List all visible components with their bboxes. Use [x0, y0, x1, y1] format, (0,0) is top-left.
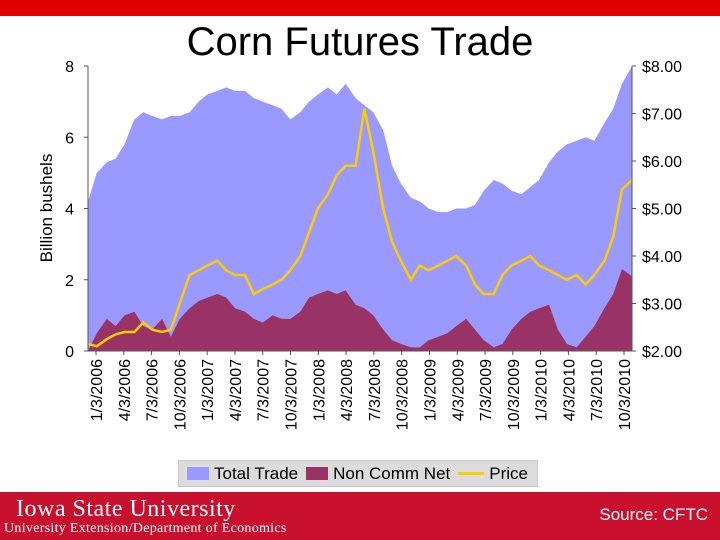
y-tick-label-left: 6: [65, 130, 74, 147]
series-line-price: [87, 108, 633, 348]
chart: 0 2 4 6 8 $2.00 $3.00 $4.00 $5.00 $6.00 $7.00 $8.00…: [37, 59, 682, 430]
legend-swatch-non-comm-net: [306, 467, 329, 480]
legend-item-price: Price: [458, 464, 528, 484]
x-tick-label: 10/3/2008: [395, 359, 412, 430]
x-tick-label: 7/3/2007: [256, 359, 273, 421]
legend-item-non-comm-net: Non Comm Net: [306, 464, 450, 484]
x-tick-label: 1/3/2006: [89, 359, 106, 421]
x-tick-label: 10/3/2009: [506, 359, 523, 430]
y-tick-label-left: 0: [65, 344, 74, 361]
x-tick-label: 7/3/2010: [589, 359, 606, 421]
x-tick-label: 7/3/2008: [367, 359, 384, 421]
y-axis-label: Billion bushels: [37, 154, 56, 263]
chart-legend: Total Trade Non Comm Net Price: [178, 460, 538, 487]
y-tick-label-right: $3.00: [642, 297, 682, 314]
series-area-total-trade: [88, 66, 632, 351]
x-tick-label: 1/3/2008: [311, 359, 328, 421]
y-tick-label-right: $2.00: [642, 344, 682, 361]
y-tick-label-left: 8: [65, 59, 74, 76]
x-tick-label: 10/3/2007: [284, 359, 301, 430]
isu-logo: Iowa State University: [16, 496, 236, 522]
top-red-bar: [0, 0, 720, 16]
x-tick-label: 1/3/2009: [422, 359, 439, 421]
x-tick-label: 4/3/2007: [228, 359, 245, 421]
x-tick-label: 4/3/2006: [117, 359, 134, 421]
x-tick-label: 1/3/2010: [534, 359, 551, 421]
y-tick-label-left: 2: [65, 273, 74, 290]
chart-title: Corn Futures Trade: [186, 20, 534, 64]
legend-label-non-comm-net: Non Comm Net: [333, 463, 451, 483]
y-tick-label-right: $5.00: [642, 202, 682, 219]
x-tick-label: 1/3/2007: [200, 359, 217, 421]
x-tick-label: 4/3/2008: [339, 359, 356, 421]
series-area-non-comm-net: [88, 269, 632, 351]
y-tick-label-right: $6.00: [642, 154, 682, 171]
legend-swatch-price: [458, 472, 485, 475]
legend-swatch-total-trade: [187, 467, 209, 480]
y-tick-label-right: $4.00: [642, 249, 682, 266]
legend-label-total-trade: Total Trade: [214, 463, 299, 483]
legend-label-price: Price: [489, 463, 528, 483]
x-tick-label: 4/3/2010: [561, 359, 578, 421]
x-tick-label: 10/3/2006: [172, 359, 189, 430]
footer-bar: [0, 492, 720, 540]
legend-item-total-trade: Total Trade: [187, 464, 298, 484]
footer-subtitle: University Extension/Department of Econo…: [4, 521, 287, 536]
y-tick-label-left: 4: [65, 202, 74, 219]
x-tick-label: 10/3/2010: [617, 359, 634, 430]
x-tick-label: 4/3/2009: [450, 359, 467, 421]
x-tick-label: 7/3/2006: [145, 359, 162, 421]
y-tick-label-right: $7.00: [642, 107, 682, 124]
x-tick-label: 7/3/2009: [478, 359, 495, 421]
source-label: Source: CFTC: [599, 505, 708, 524]
y-tick-label-right: $8.00: [642, 59, 682, 76]
